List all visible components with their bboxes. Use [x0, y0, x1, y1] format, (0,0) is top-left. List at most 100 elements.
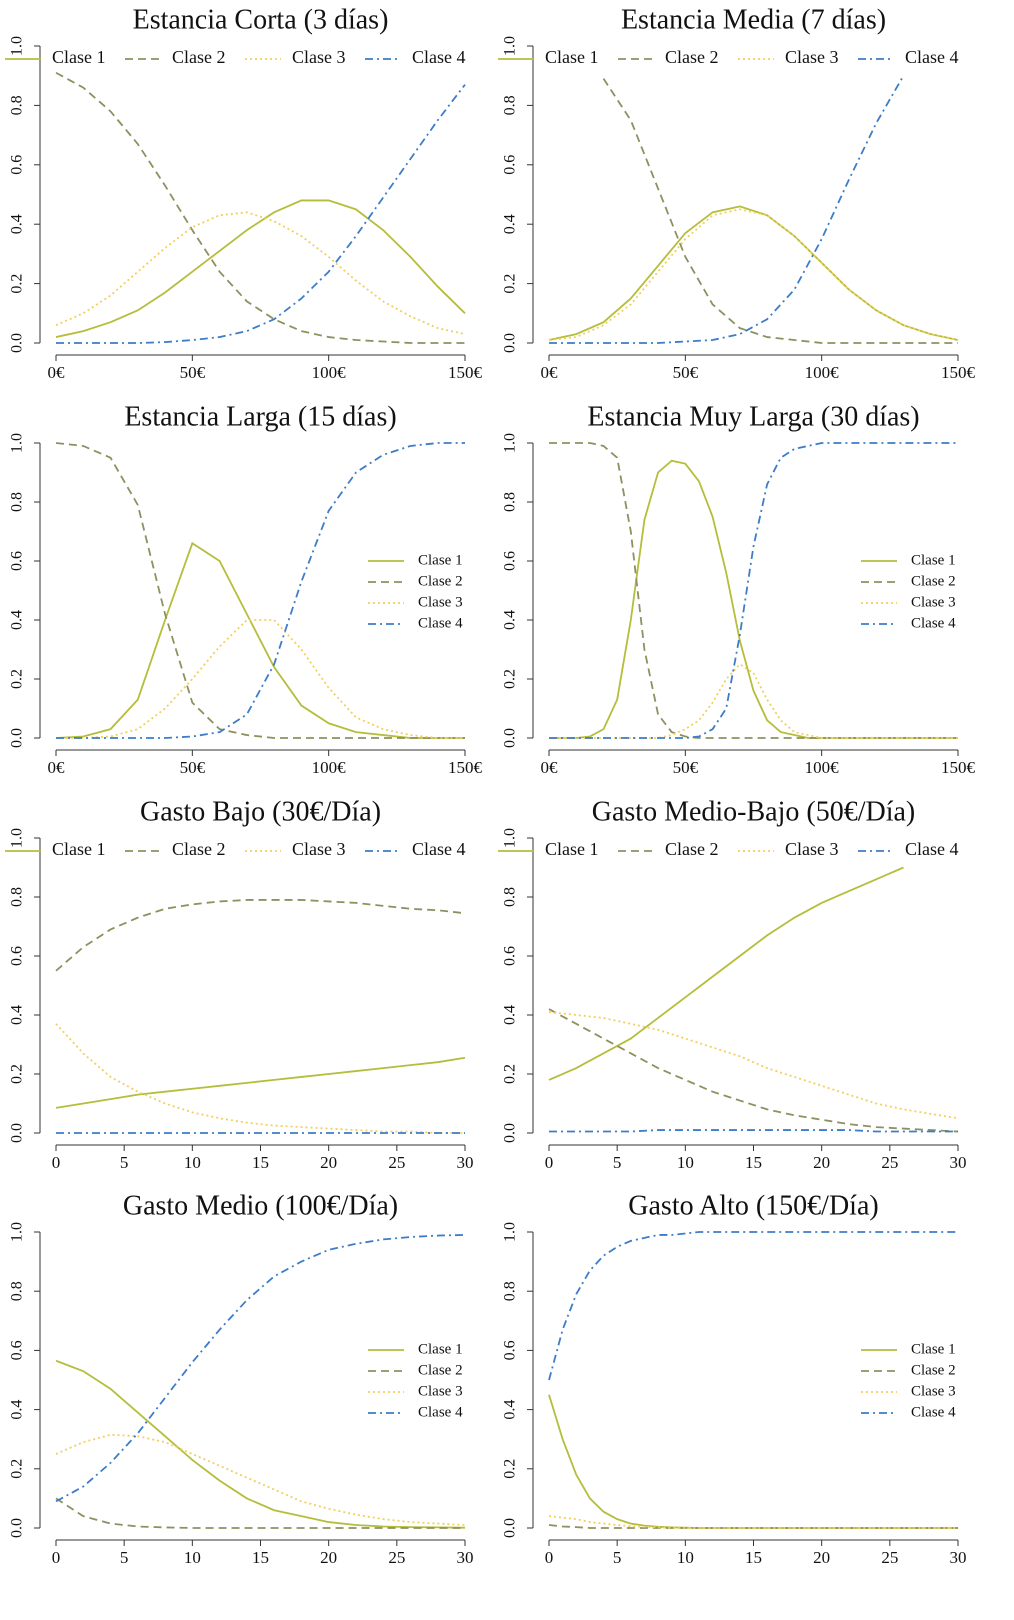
x-tick-label: 25 — [881, 1548, 898, 1567]
x-tick-label: 0 — [545, 1153, 554, 1172]
y-tick-label: 0.2 — [9, 669, 26, 689]
y-tick-label: 1.0 — [9, 433, 26, 453]
y-tick-label: 0.0 — [502, 1123, 519, 1143]
legend-label: Clase 4 — [905, 47, 959, 67]
chart-title: Gasto Bajo (30€/Día) — [140, 796, 381, 827]
x-tick-label: 20 — [320, 1153, 337, 1172]
y-tick-label: 0.4 — [502, 214, 519, 234]
x-tick-label: 150€ — [448, 758, 483, 777]
x-tick-label: 100€ — [805, 363, 840, 382]
legend-label: Clase 4 — [911, 1404, 956, 1420]
x-tick-label: 50€ — [673, 363, 699, 382]
chart-title: Gasto Alto (150€/Día) — [628, 1190, 878, 1221]
legend-label: Clase 2 — [911, 573, 956, 589]
legend-label: Clase 2 — [418, 573, 463, 589]
series-line — [55, 1433, 466, 1526]
y-tick-label: 1.0 — [502, 828, 519, 848]
series-line — [548, 205, 959, 341]
x-tick-label: 15 — [745, 1153, 762, 1172]
series-line — [549, 442, 958, 739]
legend-label: Clase 4 — [905, 839, 959, 859]
series-line — [56, 619, 465, 739]
series-line — [548, 1011, 959, 1120]
x-tick-label: 0€ — [48, 363, 66, 382]
y-tick-label: 0.6 — [9, 155, 26, 175]
legend-label: Clase 1 — [418, 1341, 463, 1357]
x-tick-label: 10 — [184, 1153, 201, 1172]
series-line — [548, 1231, 958, 1381]
series-line — [55, 442, 465, 739]
chart-title: Estancia Larga (15 días) — [124, 401, 396, 432]
chart-title: Estancia Muy Larga (30 días) — [587, 401, 919, 432]
x-tick-label: 10 — [677, 1548, 694, 1567]
legend-label: Clase 2 — [172, 47, 226, 67]
x-tick-label: 50€ — [673, 758, 699, 777]
x-tick-label: 150€ — [448, 363, 483, 382]
y-tick-label: 0.0 — [502, 333, 519, 353]
y-tick-label: 0.0 — [9, 1123, 26, 1143]
y-tick-label: 0.8 — [9, 95, 26, 115]
y-tick-label: 0.6 — [9, 946, 26, 966]
series-line — [602, 78, 958, 344]
series-line — [55, 211, 466, 335]
chart-title: Estancia Media (7 días) — [621, 4, 886, 35]
series-line — [55, 1023, 465, 1134]
y-tick-label: 0.4 — [502, 1400, 519, 1420]
legend-label: Clase 2 — [665, 47, 719, 67]
x-tick-label: 25 — [881, 1153, 898, 1172]
chart-title: Estancia Corta (3 días) — [133, 4, 389, 35]
y-tick-label: 1.0 — [9, 36, 26, 56]
x-tick-label: 15 — [252, 1548, 269, 1567]
legend-label: Clase 1 — [418, 552, 463, 568]
series-line — [549, 663, 958, 739]
y-tick-label: 1.0 — [502, 36, 519, 56]
y-tick-label: 0.0 — [9, 1518, 26, 1538]
x-tick-label: 0 — [52, 1548, 61, 1567]
legend-label: Clase 3 — [418, 594, 463, 610]
series-line — [55, 1234, 466, 1503]
x-tick-label: 25 — [388, 1548, 405, 1567]
x-tick-label: 10 — [677, 1153, 694, 1172]
x-tick-label: 50€ — [180, 758, 206, 777]
series-line — [55, 1056, 466, 1109]
x-tick-label: 100€ — [312, 758, 347, 777]
y-tick-label: 0.6 — [502, 551, 519, 571]
series-line — [548, 1394, 958, 1529]
x-tick-label: 150€ — [941, 758, 976, 777]
y-tick-label: 0.2 — [9, 1459, 26, 1479]
chart-title: Gasto Medio (100€/Día) — [123, 1190, 398, 1221]
y-tick-label: 0.0 — [9, 333, 26, 353]
y-tick-label: 0.0 — [9, 728, 26, 748]
series-line — [549, 459, 958, 739]
legend-label: Clase 1 — [545, 47, 599, 67]
y-tick-label: 0.8 — [502, 492, 519, 512]
y-tick-label: 0.8 — [9, 492, 26, 512]
y-tick-label: 0.4 — [9, 1005, 26, 1025]
y-tick-label: 0.2 — [502, 1459, 519, 1479]
y-tick-label: 0.0 — [502, 728, 519, 748]
legend-label: Clase 3 — [785, 47, 839, 67]
legend-label: Clase 4 — [418, 615, 463, 631]
y-tick-label: 0.2 — [502, 274, 519, 294]
y-tick-label: 0.4 — [502, 610, 519, 630]
y-tick-label: 0.6 — [9, 1340, 26, 1360]
series-line — [548, 1515, 958, 1529]
legend-label: Clase 1 — [911, 1341, 956, 1357]
series-line — [549, 75, 905, 344]
legend-label: Clase 1 — [911, 552, 956, 568]
x-tick-label: 25 — [388, 1153, 405, 1172]
x-tick-label: 5 — [613, 1153, 622, 1172]
x-tick-label: 0€ — [541, 363, 559, 382]
legend-label: Clase 4 — [418, 1404, 463, 1420]
y-tick-label: 0.2 — [502, 669, 519, 689]
x-tick-label: 15 — [745, 1548, 762, 1567]
y-tick-label: 0.4 — [9, 214, 26, 234]
y-tick-label: 0.8 — [502, 1281, 519, 1301]
y-tick-label: 0.0 — [502, 1518, 519, 1538]
x-tick-label: 5 — [120, 1153, 129, 1172]
y-tick-label: 0.6 — [502, 155, 519, 175]
x-tick-label: 5 — [120, 1548, 129, 1567]
series-line — [55, 1359, 466, 1529]
y-tick-label: 0.4 — [9, 610, 26, 630]
x-tick-label: 20 — [813, 1548, 830, 1567]
